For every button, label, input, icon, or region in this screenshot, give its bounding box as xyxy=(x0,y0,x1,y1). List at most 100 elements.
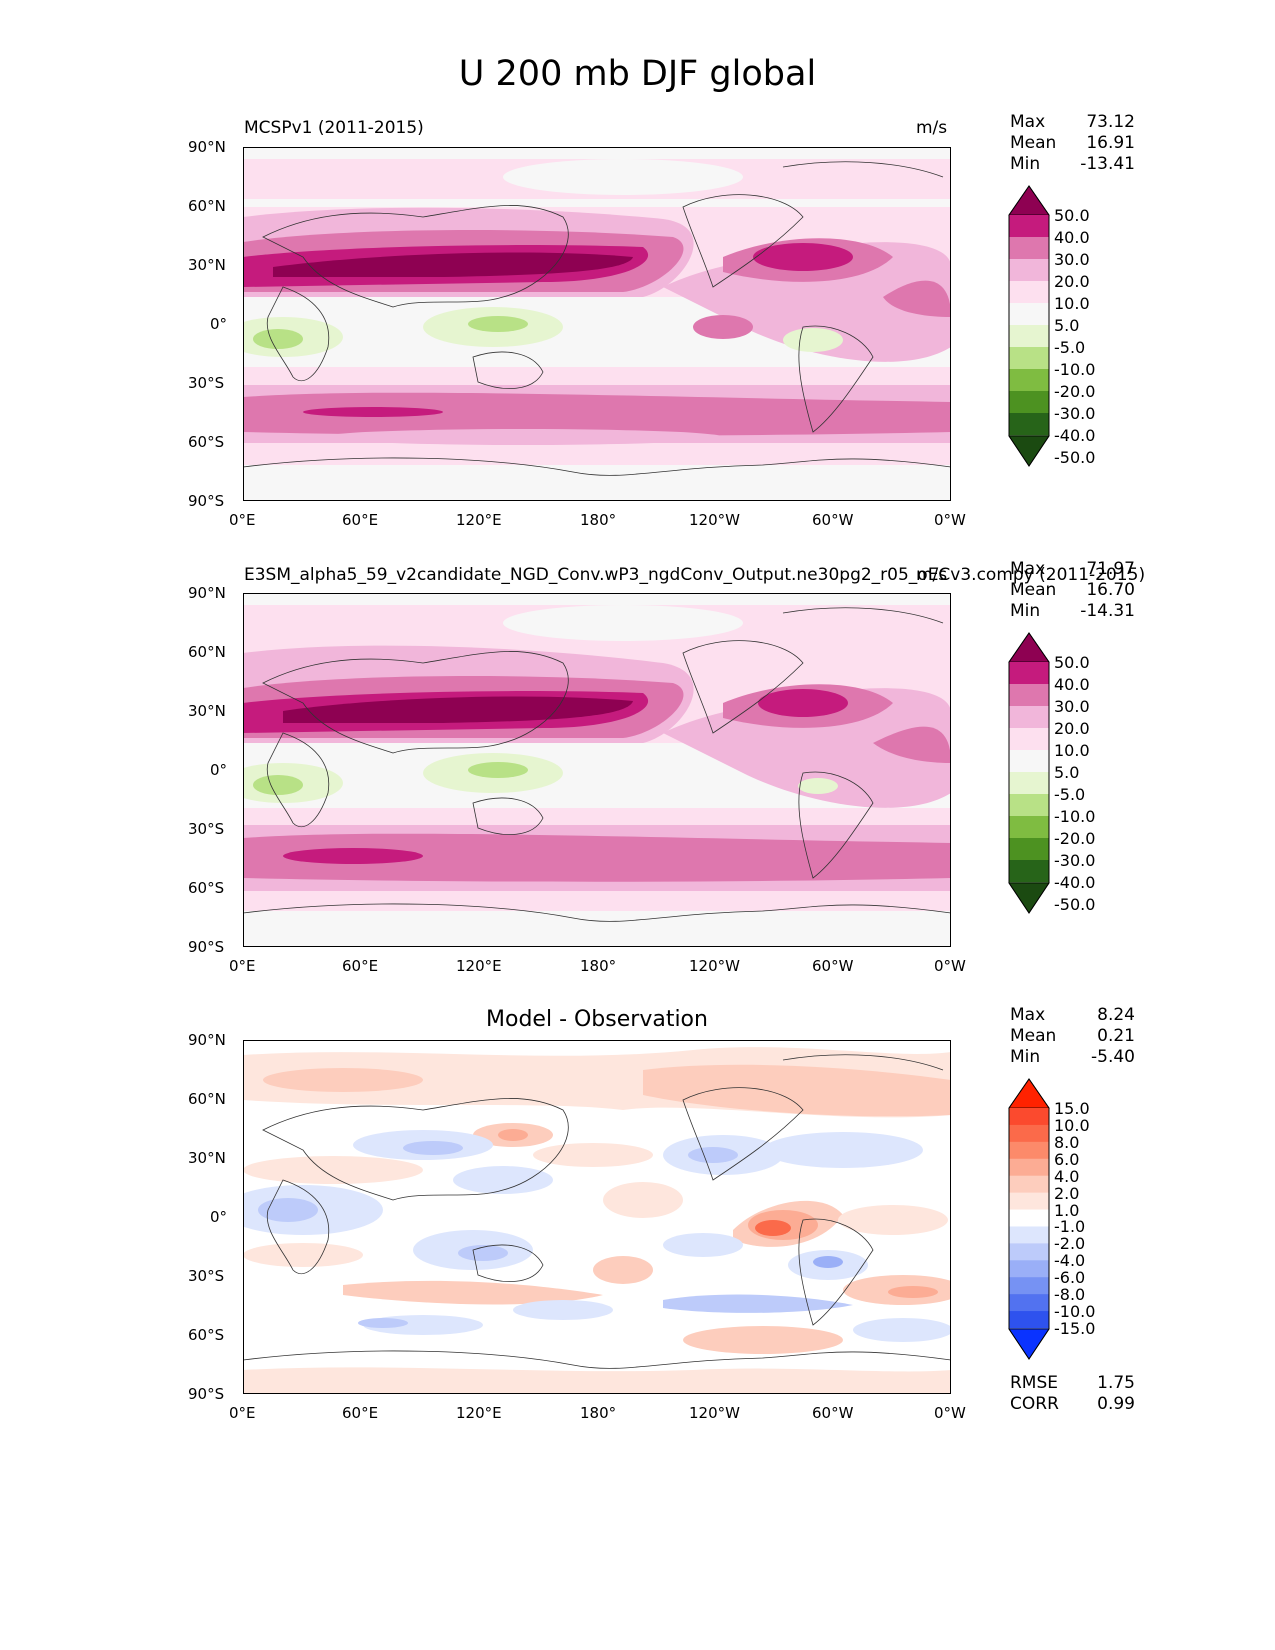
panel2-lon-tick: 120°E xyxy=(456,957,502,975)
colorbar-extend-min xyxy=(1008,435,1050,467)
colorbar-outline xyxy=(1008,632,1050,914)
colorbar-tick-label: 10.0 xyxy=(1054,741,1090,760)
panel1-lon-tick: 0°E xyxy=(229,511,256,529)
colorbar-segment xyxy=(1009,1124,1049,1143)
colorbar-segment xyxy=(1009,215,1049,238)
colorbar-tick-label: 30.0 xyxy=(1054,250,1090,269)
colorbar-outline xyxy=(1008,185,1050,467)
panel1-wind-contours xyxy=(243,159,951,465)
panel2-lat-tick: 60°N xyxy=(188,643,226,661)
colorbar-segment xyxy=(1009,1209,1049,1227)
colorbar-tick-label: 5.0 xyxy=(1054,316,1080,335)
colorbar-tick-label: -15.0 xyxy=(1054,1319,1096,1338)
panel2-map xyxy=(243,593,951,947)
colorbar-extend-min xyxy=(1008,882,1050,914)
colorbar-segment xyxy=(1009,750,1049,773)
colorbar-tick-label: -10.0 xyxy=(1054,360,1096,379)
colorbar-tick-label: -50.0 xyxy=(1054,448,1096,467)
colorbar-tick-label: -5.0 xyxy=(1054,785,1086,804)
panel1-lat-tick: 90°N xyxy=(188,138,226,156)
colorbar-tick-label: 15.0 xyxy=(1054,1099,1090,1118)
colorbar-segment xyxy=(1009,1260,1049,1278)
panel3-map xyxy=(243,1040,951,1394)
panel1-lat-tick: 30°S xyxy=(188,374,225,392)
panel1-lon-tick: 120°E xyxy=(456,511,502,529)
colorbar-segment xyxy=(1009,1243,1049,1261)
colorbar-tick-label: 1.0 xyxy=(1054,1200,1080,1220)
colorbar-tick-label: 5.0 xyxy=(1054,763,1080,782)
panel3-lon-tick: 0°E xyxy=(229,1404,256,1422)
panel3-lat-tick: 90°S xyxy=(188,1385,225,1403)
panel2-units: m/s xyxy=(916,565,948,585)
colorbar-tick-label: 40.0 xyxy=(1054,228,1090,247)
panel3-lat-tick: 0° xyxy=(210,1208,228,1226)
panel1-lat-tick: 60°N xyxy=(188,197,226,215)
colorbar-segment xyxy=(1009,706,1049,729)
colorbar-segment xyxy=(1009,237,1049,260)
colorbar-segment xyxy=(1009,772,1049,795)
colorbar-segment xyxy=(1009,259,1049,282)
colorbar-tick-label: 10.0 xyxy=(1054,294,1090,313)
panel2-lon-tick: 0°E xyxy=(229,957,256,975)
colorbar-segment xyxy=(1009,347,1049,370)
colorbar-outline xyxy=(1008,1078,1050,1360)
colorbar-segment xyxy=(1009,794,1049,817)
colorbar-tick-label: -10.0 xyxy=(1054,807,1096,826)
panel3-title: Model - Observation xyxy=(486,1007,708,1032)
panel1-lon-tick: 0°W xyxy=(934,511,966,529)
panel3-coastlines xyxy=(243,1054,951,1369)
colorbar-segment xyxy=(1009,1108,1049,1126)
panel2-lat-tick: 60°S xyxy=(188,879,225,897)
colorbar-segment xyxy=(1009,303,1049,326)
panel3-lat-tick: 30°S xyxy=(188,1267,225,1285)
panel1-lat-tick: 30°N xyxy=(188,256,226,274)
panel1-title: MCSPv1 (2011-2015) xyxy=(244,118,424,138)
colorbar-segment xyxy=(1009,1226,1049,1244)
colorbar-tick-label: -8.0 xyxy=(1054,1285,1086,1305)
colorbar-tick-label: 50.0 xyxy=(1054,653,1090,672)
colorbar-segment xyxy=(1009,325,1049,348)
panel3-lon-tick: 120°W xyxy=(689,1404,740,1422)
panel2-title: E3SM_alpha5_59_v2candidate_NGD_Conv.wP3_… xyxy=(244,565,1146,585)
panel3-colorbar xyxy=(1008,1078,1050,1360)
colorbar-extend-max xyxy=(1008,1078,1050,1109)
panel2-lat-tick: 30°S xyxy=(188,820,225,838)
colorbar-segment xyxy=(1009,684,1049,707)
panel1-lat-tick: 90°S xyxy=(188,492,225,510)
colorbar-tick-label: 30.0 xyxy=(1054,697,1090,716)
colorbar-segment xyxy=(1009,816,1049,839)
colorbar-tick-label: -4.0 xyxy=(1054,1251,1086,1271)
panel2-lon-tick: 60°E xyxy=(342,957,379,975)
colorbar-tick-label: 20.0 xyxy=(1054,719,1090,738)
panel3-lon-tick: 180° xyxy=(580,1404,617,1422)
colorbar-tick-label: -40.0 xyxy=(1054,426,1096,445)
panel2-lat-tick: 30°N xyxy=(188,702,226,720)
panel3-lon-tick: 60°W xyxy=(812,1404,854,1422)
panel2-wind-contours xyxy=(243,605,951,911)
colorbar-tick-label: 50.0 xyxy=(1054,206,1090,225)
panel3-lat-tick: 30°N xyxy=(188,1149,226,1167)
panel1-coastlines xyxy=(243,161,951,476)
panel2-lon-tick: 120°W xyxy=(689,957,740,975)
panel1-lon-tick: 60°W xyxy=(812,511,854,529)
panel1-colorbar xyxy=(1008,185,1050,467)
panel3-lat-tick: 90°N xyxy=(188,1031,226,1049)
colorbar-segment xyxy=(1009,369,1049,392)
colorbar-tick-label: 4.0 xyxy=(1054,1166,1080,1186)
colorbar-tick-label: -20.0 xyxy=(1054,382,1096,401)
panel2-coastlines xyxy=(243,607,951,922)
panel2-lat-tick: 90°S xyxy=(188,938,225,956)
panel1-units: m/s xyxy=(916,118,948,138)
panel2-lon-tick: 60°W xyxy=(812,957,854,975)
colorbar-segment xyxy=(1009,1192,1049,1211)
panel2-lon-tick: 180° xyxy=(580,957,617,975)
colorbar-tick-label: 10.0 xyxy=(1054,1115,1090,1135)
colorbar-tick-label: -20.0 xyxy=(1054,829,1096,848)
colorbar-segment xyxy=(1009,1141,1049,1160)
colorbar-tick-label: 20.0 xyxy=(1054,272,1090,291)
colorbar-segment xyxy=(1009,728,1049,751)
panel2-colorbar xyxy=(1008,632,1050,914)
panel3-lon-tick: 0°W xyxy=(934,1404,966,1422)
colorbar-tick-label: -30.0 xyxy=(1054,404,1096,423)
colorbar-extend-min xyxy=(1008,1328,1050,1360)
